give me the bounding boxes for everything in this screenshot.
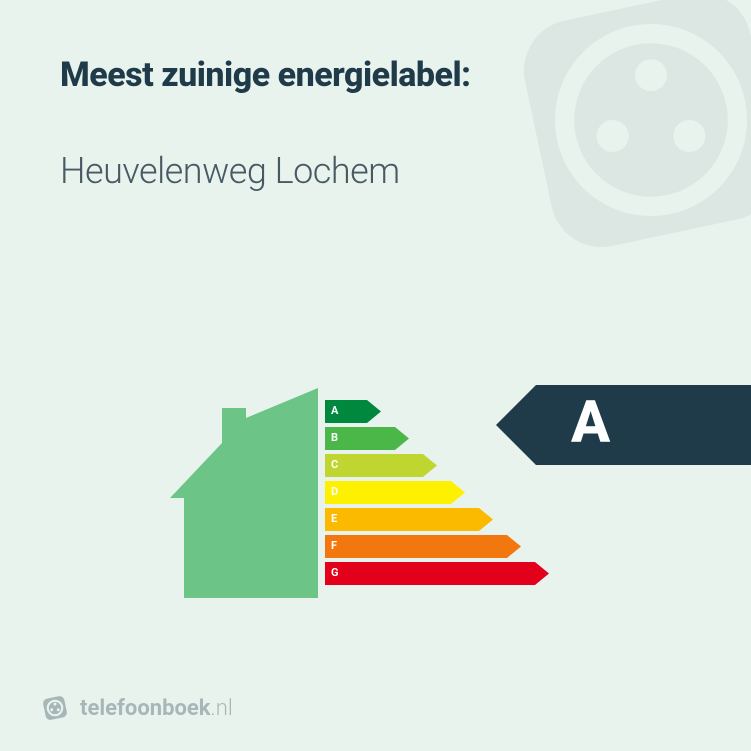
energy-bar-label: D xyxy=(331,485,338,498)
house-icon xyxy=(170,388,318,598)
watermark-logo xyxy=(491,0,751,280)
footer-logo-icon xyxy=(40,693,70,723)
footer-brand: telefoonboek.nl xyxy=(40,693,233,723)
energy-bar-label: A xyxy=(331,404,338,417)
footer-brand-name: telefoonboek xyxy=(80,696,211,721)
energy-bar-label: F xyxy=(331,539,337,552)
footer-brand-tld: .nl xyxy=(211,696,233,721)
energy-bar-label: G xyxy=(331,566,339,579)
energy-bar-label: B xyxy=(331,431,338,444)
energy-bar-label: E xyxy=(331,512,337,525)
energy-bar-label: C xyxy=(331,458,338,471)
rating-badge: A xyxy=(536,385,751,465)
rating-value: A xyxy=(571,389,610,457)
